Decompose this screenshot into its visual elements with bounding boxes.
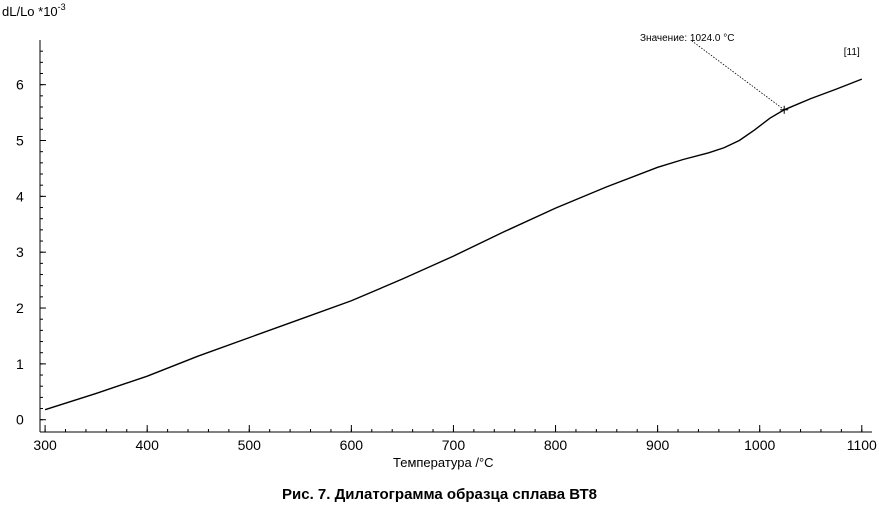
- y-tick-label: 6: [16, 77, 24, 93]
- y-tick-label: 5: [16, 133, 24, 149]
- y-axis-label-exponent: -3: [57, 2, 66, 12]
- annotation-leader-line: [691, 40, 785, 111]
- x-axis-label: Температура /°C: [393, 455, 494, 470]
- dilatogram-chart: 0 1 2 3 4 5 6 300 400 500 600 700 800 900 1000 1100 Знач…: [16, 33, 877, 453]
- y-tick-label: 3: [16, 244, 24, 260]
- x-tick-label: 900: [646, 437, 670, 453]
- x-tick-label: 400: [136, 437, 160, 453]
- y-axis-label: dL/Lo *10-3: [2, 2, 66, 19]
- figure-caption: Рис. 7. Дилатограмма образца сплава ВТ8: [282, 486, 597, 503]
- x-tick-label: 500: [238, 437, 262, 453]
- y-tick-label: 2: [16, 300, 24, 316]
- x-tick-label: 1100: [847, 437, 877, 453]
- y-tick-label: 4: [16, 188, 24, 204]
- x-tick-label: 700: [442, 437, 466, 453]
- series-end-label: [11]: [844, 47, 860, 58]
- y-axis-label-main: dL/Lo *10: [2, 4, 58, 19]
- x-tick-label: 300: [33, 437, 57, 453]
- annotation-label: Значение: 1024.0 °C: [640, 33, 735, 44]
- y-tick-label: 0: [16, 412, 24, 428]
- x-tick-label: 800: [544, 437, 568, 453]
- x-tick-label: 600: [340, 437, 364, 453]
- x-tick-label: 1000: [744, 437, 775, 453]
- y-tick-label: 1: [16, 356, 24, 372]
- dilatogram-series-line: [44, 78, 863, 411]
